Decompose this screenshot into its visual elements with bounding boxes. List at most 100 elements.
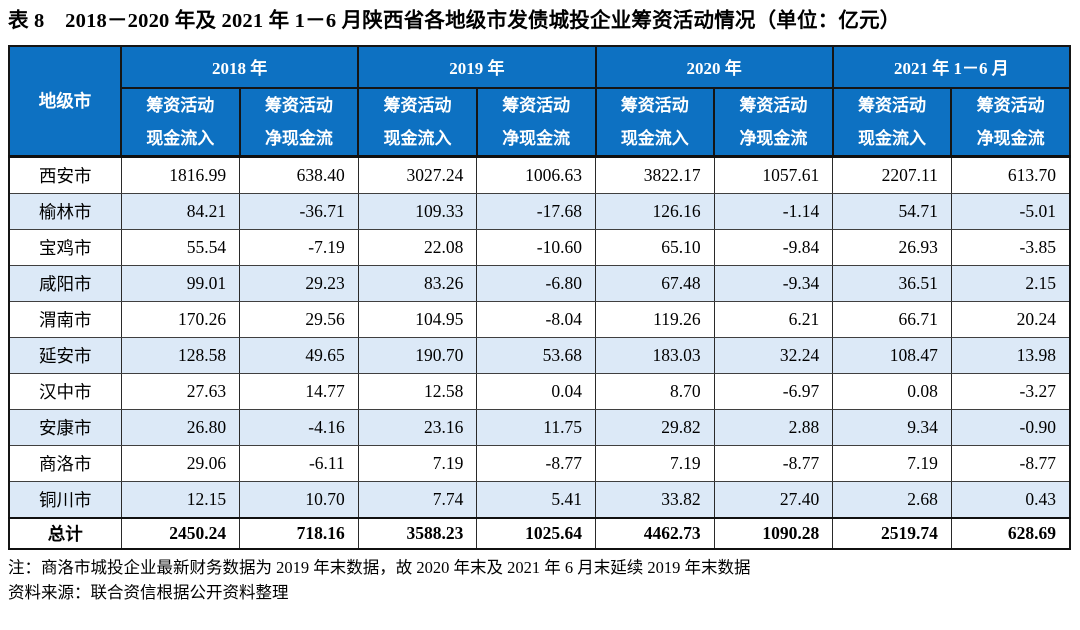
value-cell: -8.04 [476, 301, 596, 339]
value-cell: 638.40 [239, 156, 359, 195]
value-cell: -7.19 [239, 229, 359, 267]
value-cell: -9.84 [713, 229, 834, 267]
value-cell: 126.16 [595, 193, 715, 231]
subheader-line2: 净现金流 [976, 128, 1045, 148]
value-cell: 104.95 [357, 301, 478, 339]
value-cell: 4462.73 [595, 517, 715, 551]
table-row: 榆林市 84.21 -36.71 109.33 -17.68 126.16 -1.14 54.… [8, 193, 1071, 231]
table-row: 安康市 26.80 -4.16 23.16 11.75 29.82 2.88 9.34 -0.9… [8, 409, 1071, 447]
value-cell: -3.85 [950, 229, 1071, 267]
value-cell: 1025.64 [476, 517, 596, 551]
subheader-cell-net: 筹资活动 净现金流 [475, 86, 597, 158]
subheader-line2: 现金流入 [383, 128, 452, 148]
value-cell: 2519.74 [832, 517, 952, 551]
value-cell: 26.80 [120, 409, 241, 447]
value-cell: 27.40 [713, 481, 834, 519]
report-page: 表 8 2018－2020 年及 2021 年 1－6 月陕西省各地级市发债城投… [8, 10, 1072, 606]
value-cell: 67.48 [595, 265, 715, 303]
value-cell: -6.80 [476, 265, 596, 303]
city-cell: 商洛市 [8, 445, 122, 483]
value-cell: 718.16 [239, 517, 359, 551]
value-cell: 1090.28 [713, 517, 834, 551]
table-row: 商洛市 29.06 -6.11 7.19 -8.77 7.19 -8.77 7.19 -8.77 [8, 445, 1071, 483]
value-cell: 49.65 [239, 337, 359, 375]
financing-table: 地级市 2018 年 2019 年 2020 年 2021 年 1－6 月 筹资… [8, 44, 1072, 551]
value-cell: 3822.17 [595, 156, 715, 195]
value-cell: 10.70 [239, 481, 359, 519]
subheader-cell-inflow: 筹资活动 现金流入 [120, 86, 241, 158]
value-cell: -0.90 [950, 409, 1071, 447]
value-cell: 29.06 [120, 445, 241, 483]
city-cell: 渭南市 [8, 301, 122, 339]
value-cell: 119.26 [595, 301, 715, 339]
subheader-line1: 筹资活动 [858, 95, 927, 115]
subheader-line1: 筹资活动 [383, 95, 452, 115]
value-cell: -17.68 [476, 193, 596, 231]
value-cell: -6.11 [239, 445, 359, 483]
subheader-line1: 筹资活动 [739, 95, 808, 115]
subheader-cell-net: 筹资活动 净现金流 [713, 86, 834, 158]
value-cell: 84.21 [120, 193, 241, 231]
subheader-line2: 净现金流 [264, 128, 333, 148]
value-cell: 8.70 [595, 373, 715, 411]
value-cell: 5.41 [476, 481, 596, 519]
value-cell: 6.21 [713, 301, 834, 339]
value-cell: 20.24 [950, 301, 1071, 339]
city-cell: 安康市 [8, 409, 122, 447]
year-group-2019: 2019 年 [357, 44, 597, 89]
subheader-cell-net: 筹资活动 净现金流 [238, 86, 360, 158]
value-cell: 613.70 [950, 156, 1071, 195]
table-notes: 注：商洛市城投企业最新财务数据为 2019 年末数据，故 2020 年末及 20… [8, 556, 1072, 606]
subheader-line1: 筹资活动 [264, 95, 333, 115]
value-cell: 183.03 [595, 337, 715, 375]
value-cell: 54.71 [832, 193, 952, 231]
value-cell: 3027.24 [357, 156, 478, 195]
value-cell: -9.34 [713, 265, 834, 303]
value-cell: 33.82 [595, 481, 715, 519]
value-cell: -3.27 [950, 373, 1071, 411]
subheader-cell-net: 筹资活动 净现金流 [950, 86, 1071, 158]
table-row: 宝鸡市 55.54 -7.19 22.08 -10.60 65.10 -9.84 26.93-… [8, 229, 1071, 267]
value-cell: 7.19 [595, 445, 715, 483]
subheader-line1: 筹资活动 [502, 95, 571, 115]
value-cell: -6.97 [713, 373, 834, 411]
subheader-row: 筹资活动 现金流入 筹资活动 净现金流 筹资活动 现金流入 筹资活动 净现金流 筹资活动 现金流入… [9, 86, 1071, 158]
value-cell: 11.75 [476, 409, 596, 447]
table-row: 咸阳市 99.01 29.23 83.26 -6.80 67.48 -9.34 36.51 2.… [8, 265, 1071, 303]
corner-header-cell: 地级市 [8, 44, 122, 158]
value-cell: -36.71 [239, 193, 359, 231]
city-cell: 榆林市 [8, 193, 122, 231]
value-cell: 12.58 [357, 373, 478, 411]
subheader-line1: 筹资活动 [146, 95, 215, 115]
value-cell: 0.04 [476, 373, 596, 411]
city-cell: 汉中市 [8, 373, 122, 411]
value-cell: 2.68 [832, 481, 952, 519]
value-cell: 29.82 [595, 409, 715, 447]
value-cell: 29.23 [239, 265, 359, 303]
value-cell: 12.15 [120, 481, 241, 519]
subheader-line2: 净现金流 [502, 128, 571, 148]
subheader-line2: 现金流入 [858, 128, 927, 148]
value-cell: 83.26 [357, 265, 478, 303]
value-cell: 29.56 [239, 301, 359, 339]
value-cell: -5.01 [950, 193, 1071, 231]
value-cell: 66.71 [832, 301, 952, 339]
subheader-line1: 筹资活动 [976, 95, 1045, 115]
value-cell: 3588.23 [357, 517, 478, 551]
subheader-cell-inflow: 筹资活动 现金流入 [594, 86, 716, 158]
value-cell: -10.60 [476, 229, 596, 267]
value-cell: 628.69 [950, 517, 1071, 551]
value-cell: 22.08 [357, 229, 478, 267]
value-cell: 128.58 [120, 337, 241, 375]
value-cell: 0.43 [950, 481, 1071, 519]
value-cell: 13.98 [950, 337, 1071, 375]
value-cell: 53.68 [476, 337, 596, 375]
note-line: 注：商洛市城投企业最新财务数据为 2019 年末数据，故 2020 年末及 20… [8, 558, 751, 578]
value-cell: -8.77 [950, 445, 1071, 483]
table-row: 汉中市 27.63 14.77 12.58 0.04 8.70 -6.97 0.08 -3.27 [8, 373, 1071, 411]
value-cell: 2207.11 [832, 156, 952, 195]
source-line: 资料来源：联合资信根据公开资料整理 [8, 582, 289, 602]
value-cell: 36.51 [832, 265, 952, 303]
table-row: 渭南市 170.26 29.56 104.95 -8.04 119.26 6.21 66.71… [8, 301, 1071, 339]
city-cell: 延安市 [8, 337, 122, 375]
